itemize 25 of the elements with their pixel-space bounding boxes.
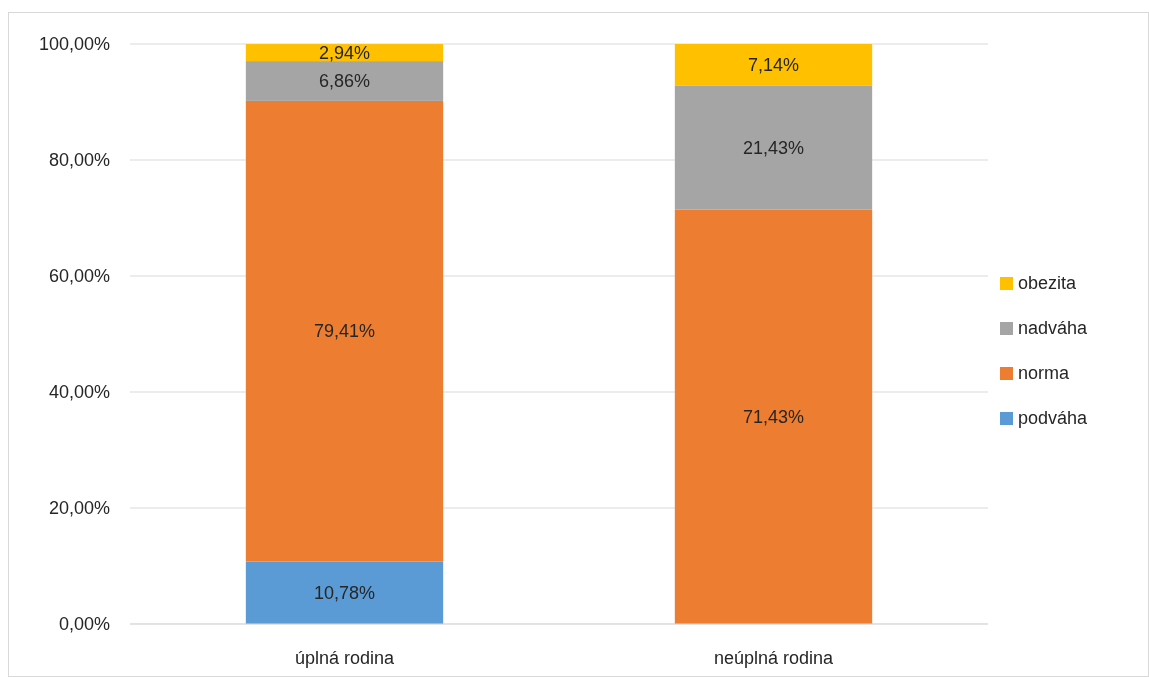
legend-label: obezita <box>1018 273 1078 294</box>
legend-label: norma <box>1018 363 1071 384</box>
data-label: 71,43% <box>742 407 805 428</box>
bar <box>674 209 873 624</box>
data-label: 21,43% <box>742 137 805 158</box>
data-label: 6,86% <box>318 71 371 92</box>
y-tick-label: 80,00% <box>48 150 110 171</box>
legend-label: nadváha <box>1018 318 1089 339</box>
data-label: 79,41% <box>313 321 376 342</box>
legend-label: podváha <box>1018 408 1089 429</box>
bar <box>245 61 444 101</box>
y-tick-label: 0,00% <box>58 614 110 635</box>
bar <box>674 44 873 86</box>
data-label: 2,94% <box>318 42 371 63</box>
bar <box>245 100 444 562</box>
data-label: 7,14% <box>747 55 800 76</box>
x-tick-label: úplná rodina <box>294 648 396 668</box>
bar <box>245 561 444 624</box>
x-tick-label: neúplná rodina <box>713 648 835 668</box>
bar <box>674 85 873 210</box>
y-tick-label: 20,00% <box>48 498 110 519</box>
y-tick-label: 40,00% <box>48 382 110 403</box>
y-tick-label: 60,00% <box>48 266 110 287</box>
y-tick-label: 100,00% <box>38 34 110 55</box>
data-label: 10,78% <box>313 583 376 604</box>
